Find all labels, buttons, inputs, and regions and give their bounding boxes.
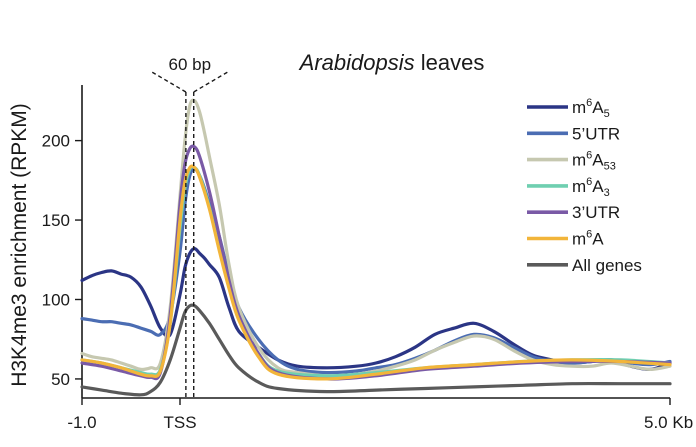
legend: m6A5 5’UTR m6A53 m6A3 3’UTR m6A All genes [527, 97, 642, 275]
y-tick-label: 50 [51, 370, 70, 389]
axes: 50 100 150 200 -1.0 TSS 5.0 Kb [42, 85, 693, 432]
chart-title-rest: leaves [415, 50, 485, 75]
series-line-all-genes [80, 303, 672, 397]
legend-label-3-utr: 3’UTR [572, 203, 620, 222]
legend-label-m6a: m6A [572, 229, 604, 249]
annotation-60bp: 60 bp [151, 55, 229, 398]
series-line-m6a [80, 164, 672, 381]
annotation-label: 60 bp [169, 55, 212, 74]
y-tick-label: 100 [42, 290, 70, 309]
y-tick-label: 150 [42, 211, 70, 230]
legend-label-m6a53: m6A53 [572, 150, 616, 173]
legend-label-5-utr: 5’UTR [572, 124, 620, 143]
annotation-flare-left [151, 71, 187, 93]
annotation-flare-right [193, 71, 229, 93]
legend-label-all-genes: All genes [572, 256, 642, 275]
chart-title: Arabidopsis leaves [298, 50, 485, 75]
legend-label-m6a3: m6A3 [572, 176, 610, 199]
x-tick-label: 5.0 Kb [644, 413, 693, 432]
series-layer [80, 98, 672, 397]
y-axis-title: H3K4me3 enrichment (RPKM) [8, 103, 31, 387]
chart-title-italic: Arabidopsis [298, 50, 415, 75]
series-line-5-utr [80, 167, 672, 375]
x-tick-label: -1.0 [67, 413, 96, 432]
y-tick-label: 200 [42, 132, 70, 151]
x-tick-label: TSS [163, 413, 196, 432]
legend-label-m6a5: m6A5 [572, 97, 610, 120]
